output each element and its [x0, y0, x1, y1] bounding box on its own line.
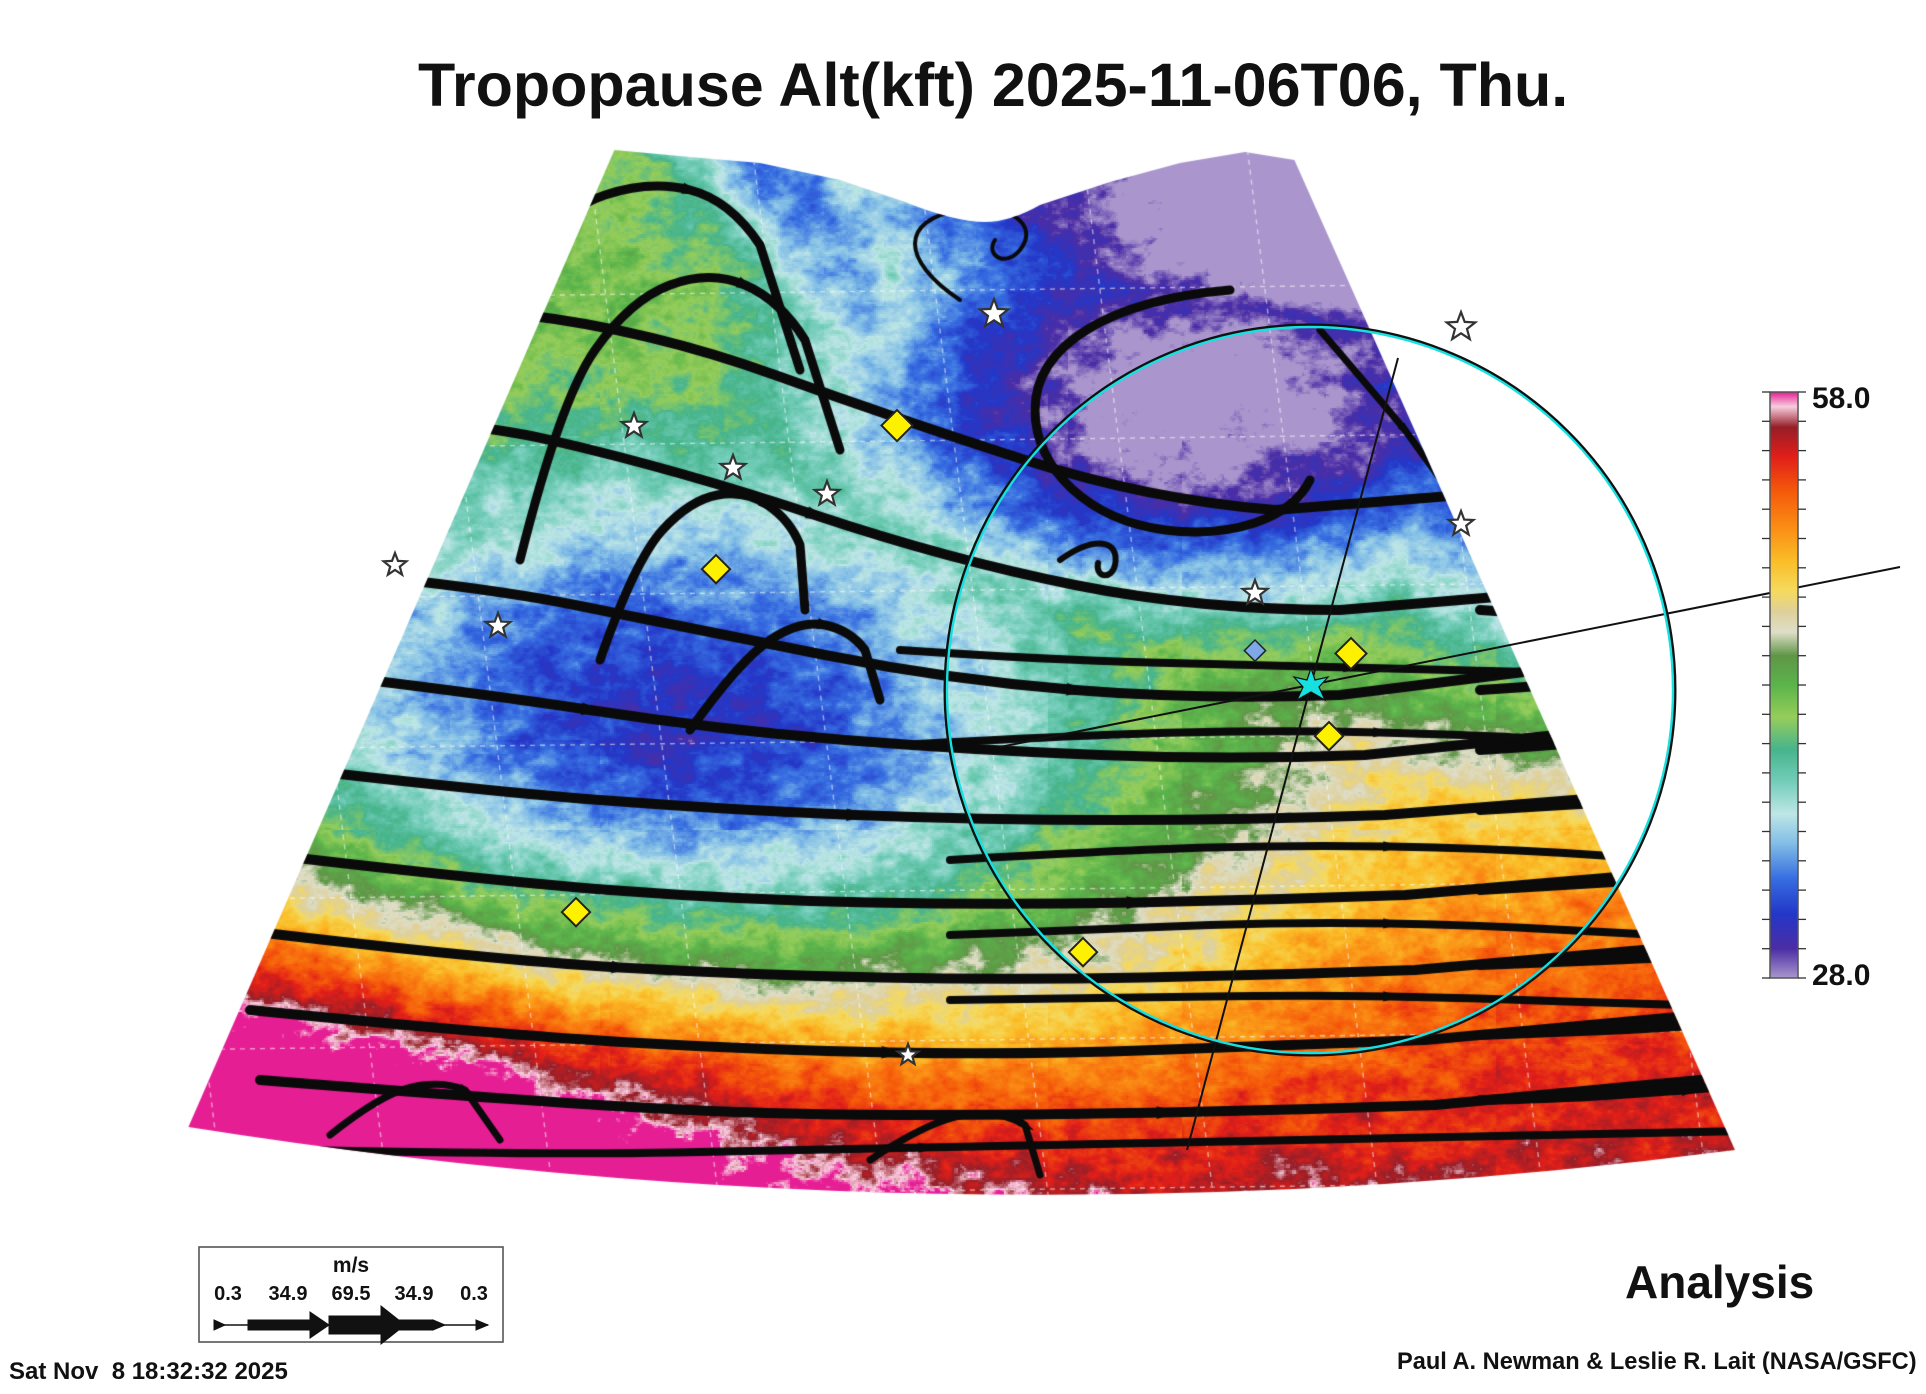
svg-text:28.0: 28.0: [1812, 959, 1870, 992]
svg-text:m/s: m/s: [333, 1254, 369, 1277]
svg-text:34.9: 34.9: [395, 1283, 434, 1305]
svg-text:0.3: 0.3: [214, 1283, 242, 1305]
svg-text:69.5: 69.5: [332, 1283, 371, 1305]
svg-text:58.0: 58.0: [1812, 382, 1870, 415]
svg-text:0.3: 0.3: [460, 1283, 488, 1305]
svg-text:34.9: 34.9: [269, 1283, 308, 1305]
